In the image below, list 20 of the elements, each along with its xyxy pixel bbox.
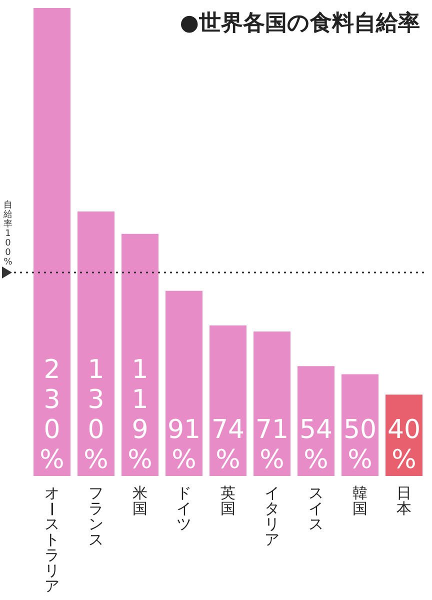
x-tick-label: フランス: [88, 484, 104, 548]
data-label: 119%: [128, 355, 152, 475]
data-label: 130%: [84, 355, 108, 475]
x-tick-label: 韓国: [352, 484, 368, 518]
data-label: 50%: [343, 415, 377, 475]
data-label: 54%: [299, 415, 333, 475]
x-tick-label: イタリア: [264, 484, 280, 548]
x-tick-label: 日本: [396, 484, 412, 518]
data-label: 71%: [255, 415, 289, 475]
x-tick-label: 米国: [132, 484, 148, 518]
x-tick-label: 英国: [220, 484, 236, 518]
chart-title: ●世界各国の食料自給率: [180, 10, 420, 36]
data-label: 91%: [167, 415, 201, 475]
data-label: 74%: [211, 415, 245, 475]
data-label: 40%: [387, 415, 421, 475]
ref-line-label: 自給率100%: [2, 200, 13, 268]
x-tick-label: スイス: [308, 484, 324, 533]
x-tick-label: ドイツ: [176, 484, 192, 533]
data-label: 230%: [40, 355, 64, 475]
x-tick-label: オーストラリア: [42, 484, 60, 595]
